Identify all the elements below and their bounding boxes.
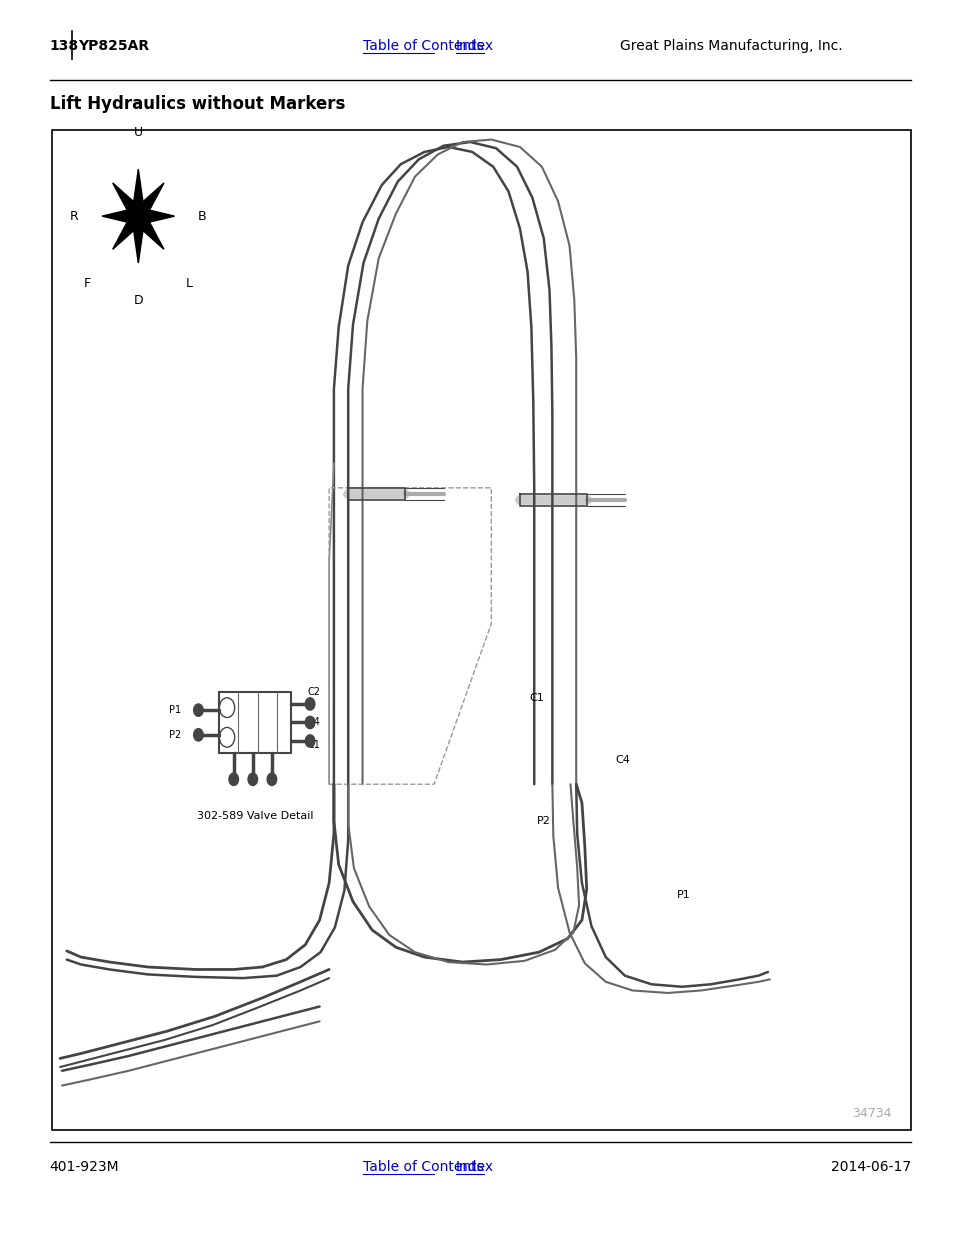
Polygon shape: [133, 210, 164, 249]
Text: P1: P1: [169, 705, 181, 715]
Circle shape: [305, 698, 314, 710]
Circle shape: [248, 773, 257, 785]
Text: Table of Contents: Table of Contents: [362, 38, 483, 53]
Polygon shape: [132, 216, 145, 263]
Text: Index: Index: [456, 1160, 494, 1174]
Text: Great Plains Manufacturing, Inc.: Great Plains Manufacturing, Inc.: [619, 38, 841, 53]
Circle shape: [193, 704, 203, 716]
Text: P2: P2: [169, 730, 181, 740]
Polygon shape: [138, 207, 174, 225]
Circle shape: [193, 729, 203, 741]
Text: L: L: [185, 277, 193, 290]
Circle shape: [305, 716, 314, 729]
Text: 34734: 34734: [852, 1107, 891, 1120]
Text: Table of Contents: Table of Contents: [362, 1160, 483, 1174]
Text: F: F: [84, 277, 91, 290]
Polygon shape: [132, 169, 145, 216]
Polygon shape: [102, 207, 138, 225]
Text: 302-589 Valve Detail: 302-589 Valve Detail: [197, 811, 314, 821]
Text: C1: C1: [307, 740, 319, 750]
Text: YP825AR: YP825AR: [78, 38, 150, 53]
Text: 401-923M: 401-923M: [50, 1160, 119, 1174]
Polygon shape: [133, 183, 164, 222]
Text: Index: Index: [456, 38, 494, 53]
Polygon shape: [112, 183, 143, 222]
Circle shape: [267, 773, 276, 785]
Text: C1: C1: [529, 693, 543, 703]
Text: 138: 138: [50, 38, 79, 53]
Text: Lift Hydraulics without Markers: Lift Hydraulics without Markers: [50, 95, 345, 112]
Text: D: D: [133, 294, 143, 306]
Circle shape: [229, 773, 238, 785]
Text: B: B: [198, 210, 207, 222]
Text: 2014-06-17: 2014-06-17: [830, 1160, 910, 1174]
Bar: [52, 130, 910, 1130]
Text: C4: C4: [307, 718, 319, 727]
Text: U: U: [133, 126, 143, 138]
Text: C4: C4: [615, 755, 630, 764]
Circle shape: [305, 735, 314, 747]
Polygon shape: [112, 210, 143, 249]
Text: P1: P1: [677, 890, 690, 900]
Text: C2: C2: [307, 687, 320, 697]
Text: R: R: [70, 210, 78, 222]
Text: P2: P2: [537, 816, 551, 826]
